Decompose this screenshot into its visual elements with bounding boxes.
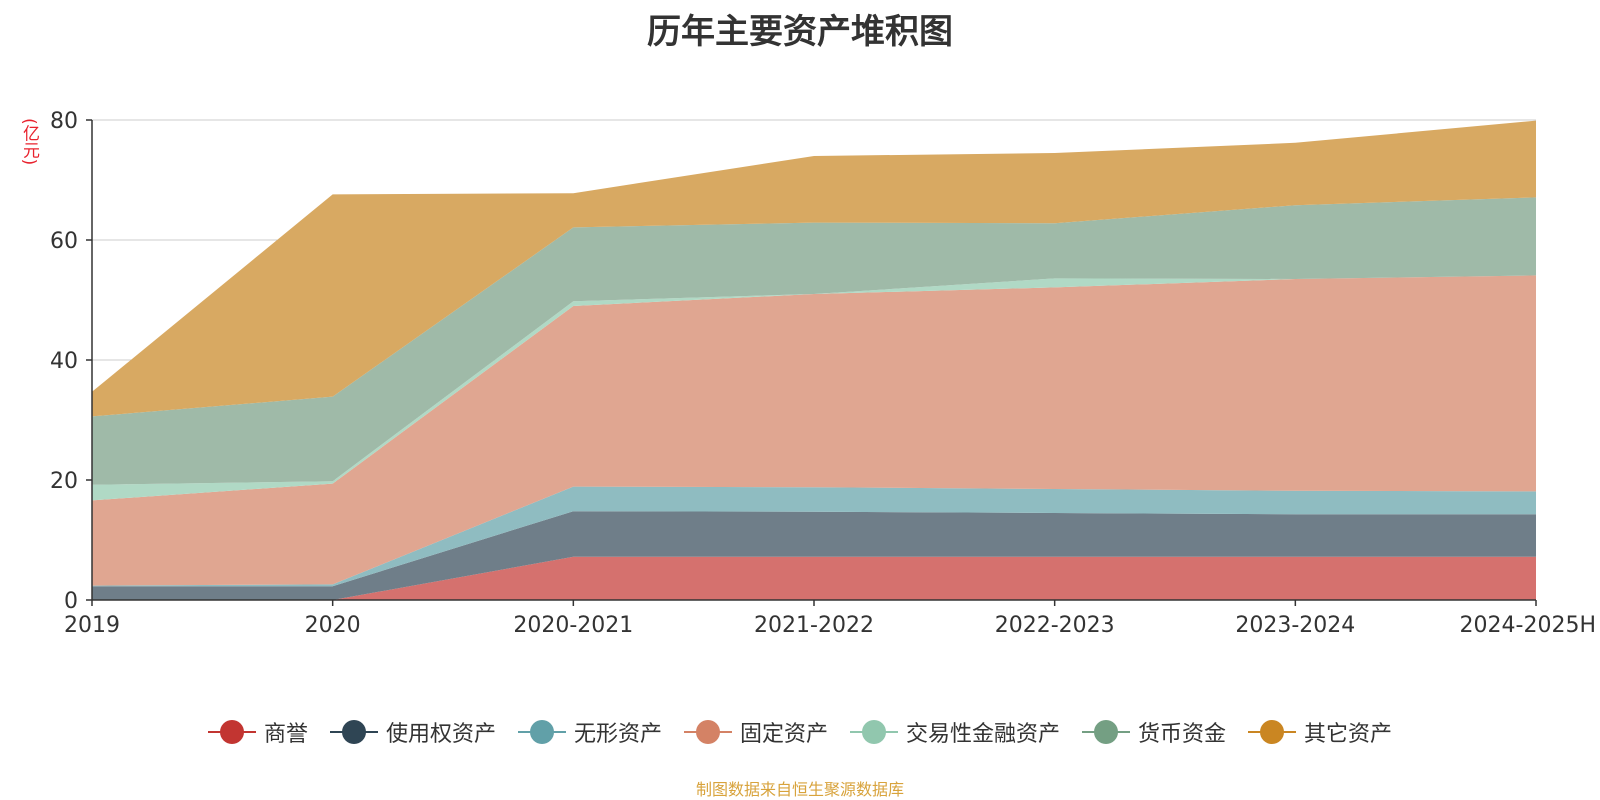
legend-marker-icon — [683, 720, 732, 744]
y-tick-label: 40 — [50, 349, 78, 374]
legend-marker-icon — [1082, 720, 1131, 744]
y-tick-label: 60 — [50, 229, 78, 254]
x-tick-label: 2020 — [305, 613, 361, 638]
area-series-7 — [92, 120, 1536, 417]
x-tick-label: 2021-2022 — [754, 613, 874, 638]
y-tick-label: 0 — [64, 589, 78, 614]
stacked-area-chart: 0 20 40 60 80 2019 2020 2020-2021 2021-2022 2022-… — [50, 109, 1596, 638]
legend-dot — [219, 720, 244, 744]
x-tick-label: 2019 — [64, 613, 120, 638]
legend-dot — [1094, 720, 1119, 744]
x-tick-label: 2023-2024 — [1235, 613, 1355, 638]
legend-label: 货币资金 — [1138, 722, 1227, 747]
area-series-3 — [92, 486, 1536, 587]
area-series-1 — [92, 556, 1536, 600]
area-series-4 — [92, 275, 1536, 586]
legend-label: 固定资产 — [739, 722, 828, 747]
legend-item[interactable]: 固定资产 — [683, 716, 828, 748]
legend-item[interactable]: 货币资金 — [1082, 716, 1226, 748]
legend-dot — [1260, 720, 1285, 744]
x-tick-label: 2020-2021 — [513, 613, 633, 638]
legend-label: 商誉 — [263, 722, 308, 747]
x-tick-label: 2022-2023 — [995, 613, 1115, 638]
legend-dot — [341, 720, 366, 744]
area-series-2 — [92, 511, 1536, 600]
chart-title: 历年主要资产堆积图 — [647, 12, 953, 52]
y-tick-label: 20 — [50, 469, 78, 494]
legend-item[interactable]: 商誉 — [207, 716, 308, 748]
legend-item[interactable]: 其它资产 — [1248, 716, 1392, 748]
chart-legend: 商誉 使用权资产 无形资产 固定资产 交易性金融资产 货币资金 其它资产 — [0, 716, 1600, 748]
data-source-note: 制图数据来自恒生聚源数据库 — [695, 780, 904, 799]
y-tick-label: 80 — [50, 109, 78, 134]
y-axis-unit-label: (亿元) — [19, 118, 39, 166]
x-tick-label: 2024-2025H — [1460, 613, 1596, 638]
legend-label: 无形资产 — [573, 722, 662, 747]
legend-label: 其它资产 — [1304, 722, 1393, 747]
legend-marker-icon — [517, 720, 566, 744]
legend-marker-icon — [207, 720, 256, 744]
legend-marker-icon — [1248, 720, 1297, 744]
legend-dot — [529, 720, 554, 744]
legend-dot — [695, 720, 720, 744]
legend-label: 使用权资产 — [385, 722, 496, 747]
legend-item[interactable]: 使用权资产 — [329, 716, 496, 748]
legend-marker-icon — [850, 720, 898, 744]
legend-label: 交易性金融资产 — [906, 722, 1061, 747]
legend-dot — [862, 720, 886, 744]
legend-item[interactable]: 无形资产 — [517, 716, 662, 748]
legend-marker-icon — [329, 720, 378, 744]
area-series-6 — [92, 197, 1536, 485]
legend-item[interactable]: 交易性金融资产 — [850, 716, 1060, 748]
